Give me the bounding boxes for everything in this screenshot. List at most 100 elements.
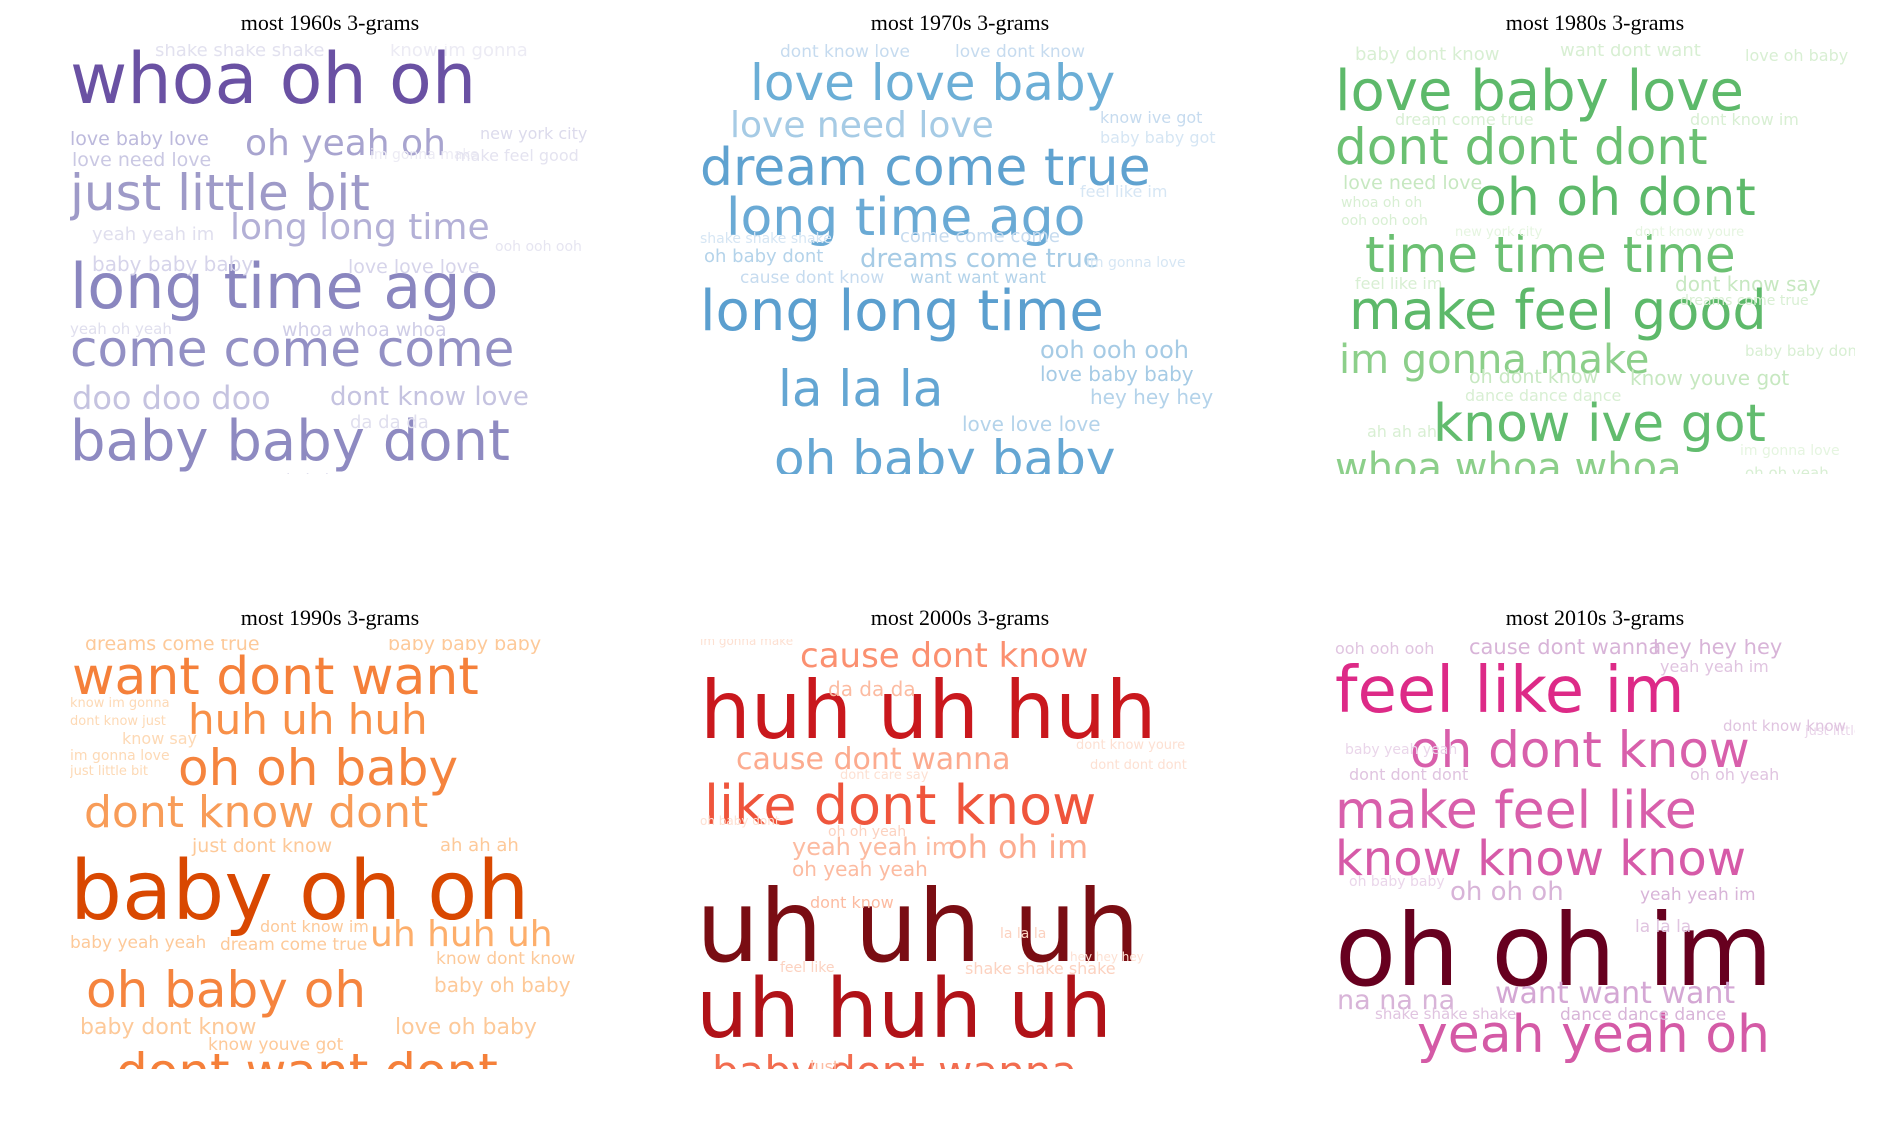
ngram: yeah yeah im xyxy=(1660,657,1769,676)
panel-title: most 1960s 3-grams xyxy=(240,10,420,35)
ngram: baby baby dont xyxy=(70,409,510,474)
ngram: know dont know xyxy=(436,949,576,969)
ngram: love baby love xyxy=(70,128,209,150)
ngram: love love love xyxy=(348,256,480,278)
ngram: love baby baby xyxy=(1040,362,1194,386)
ngram: baby dont wanna xyxy=(712,1051,1077,1070)
ngram: la la la xyxy=(1000,926,1047,942)
ngram: ooh ooh ooh xyxy=(1341,213,1428,229)
ngram: feel like im xyxy=(1355,274,1443,293)
word-cloud: whoa oh oh oh yeah oh just little bit lo… xyxy=(70,44,590,474)
ngram: oh oh baby xyxy=(178,739,459,797)
ngram: oh oh yeah xyxy=(1690,765,1780,784)
ngram: new york city xyxy=(480,124,588,143)
ngram: dont know say xyxy=(1675,272,1821,296)
ngram: time time time xyxy=(1365,226,1736,284)
ngram: dance dance dance xyxy=(1560,1005,1727,1025)
ngram: know youve got xyxy=(1630,366,1790,390)
ngram: make feel like xyxy=(1335,781,1697,841)
ngram: love love love xyxy=(962,412,1101,436)
ngram: oh dont know xyxy=(1410,721,1750,779)
ngram: oh oh yeah xyxy=(828,824,907,840)
ngram: baby yeah yeah xyxy=(70,933,207,953)
wordcloud-panel-1970s: most 1970s 3-grams dont know love love d… xyxy=(700,10,1220,480)
ngram: baby dont know xyxy=(1355,44,1500,65)
ngram: just little bit xyxy=(1805,724,1855,739)
ngram: oh oh yeah xyxy=(1745,464,1829,475)
ngram: baby oh baby xyxy=(434,973,571,997)
ngram: know im gonna xyxy=(390,44,528,61)
ngram: hey hey hey xyxy=(1070,950,1144,964)
ngram: just little bit xyxy=(70,164,370,222)
ngram: dont know love xyxy=(780,44,911,62)
ngram: shake shake shake xyxy=(1375,1005,1517,1023)
ngram: love oh baby xyxy=(395,1015,537,1040)
ngram: know know know xyxy=(1335,831,1747,887)
ngram: uh huh uh xyxy=(700,962,1112,1057)
ngram: just little bit xyxy=(70,764,148,779)
ngram: yeah yeah oh xyxy=(1417,1005,1771,1065)
ngram: la la la xyxy=(1635,917,1692,937)
panel-title: most 1990s 3-grams xyxy=(240,605,420,630)
ngram: want want want xyxy=(910,268,1047,288)
ngram: dont dont dont xyxy=(1349,765,1469,784)
ngram: dont dont dont xyxy=(1090,758,1187,773)
ngram: yeah oh yeah xyxy=(70,320,172,338)
ngram: dont know im xyxy=(260,917,369,936)
ngram: da da da xyxy=(350,412,429,433)
ngram: dont dont dont xyxy=(1335,118,1708,176)
ngram: shake shake shake xyxy=(700,231,832,247)
word-cloud: dont know love love dont know love love … xyxy=(700,44,1220,474)
ngram: im gonna make xyxy=(370,147,479,163)
ngram: huh uh huh xyxy=(700,664,1157,757)
ngram: im gonna love xyxy=(1740,443,1840,459)
ngram: huh uh huh xyxy=(188,695,428,744)
ngram: dream come true xyxy=(220,935,368,955)
ngram: dreams come true xyxy=(860,244,1099,274)
ngram: dont know dont xyxy=(84,787,429,838)
ngram: im gonna love xyxy=(70,748,170,764)
ngram: whoa oh oh xyxy=(70,44,477,120)
ngram: hey hey hey xyxy=(1653,639,1783,659)
ngram: know im gonna xyxy=(70,696,170,711)
ngram: just dont know xyxy=(192,835,333,857)
ngram: know youve got xyxy=(208,1035,344,1055)
panel-title: most 2010s 3-grams xyxy=(1505,605,1685,630)
ngram: oh oh im xyxy=(948,828,1089,866)
ngram: want want want xyxy=(1495,976,1736,1011)
ngram: cause dont wanna xyxy=(736,742,1011,777)
ngram: long long time xyxy=(700,279,1104,344)
ngram: come come come xyxy=(900,226,1060,247)
ngram: know ive got xyxy=(1100,108,1203,127)
ngram: na na na xyxy=(1337,985,1456,1016)
ngram: la la la xyxy=(778,360,944,418)
ngram: oh baby baby xyxy=(1349,874,1445,890)
ngram: feel like im xyxy=(1335,654,1685,728)
ngram: uh huh uh xyxy=(370,914,553,955)
ngram: oh yeah yeah xyxy=(792,857,928,881)
ngram: dreams come true xyxy=(1680,293,1809,309)
ngram: dance dance dance xyxy=(1465,386,1622,405)
ngram: la la la xyxy=(286,472,339,475)
ngram: whoa whoa whoa xyxy=(282,319,447,341)
ngram: baby baby baby xyxy=(388,639,542,655)
ngram: cause dont wanna xyxy=(1469,639,1662,659)
panel-title: most 2000s 3-grams xyxy=(870,605,1050,630)
panel-title: most 1980s 3-grams xyxy=(1505,10,1685,35)
wordcloud-panel-2000s: most 2000s 3-grams cause dont know huh u… xyxy=(700,605,1220,1075)
ngram: dont know im xyxy=(1690,110,1799,129)
ngram: just xyxy=(810,1057,840,1070)
ngram: oh oh dont xyxy=(1475,168,1756,228)
ngram: im gonna make xyxy=(1339,337,1650,383)
ngram: oh dont know xyxy=(1469,366,1599,388)
ngram: dont care say xyxy=(840,768,929,783)
ngram: know ive got xyxy=(1433,394,1766,454)
wordcloud-panel-1980s: most 1980s 3-grams baby dont know want d… xyxy=(1335,10,1855,480)
ngram: hey hey hey xyxy=(1090,385,1214,409)
ngram: shake shake shake xyxy=(155,44,325,61)
ngram: dream come true xyxy=(700,138,1151,198)
ngram: im gonna make xyxy=(700,639,794,648)
ngram: whoa oh oh xyxy=(1341,195,1423,211)
word-cloud: baby dont know want dont want love oh ba… xyxy=(1335,44,1855,474)
wordcloud-panel-1990s: most 1990s 3-grams dreams come true baby… xyxy=(70,605,590,1075)
